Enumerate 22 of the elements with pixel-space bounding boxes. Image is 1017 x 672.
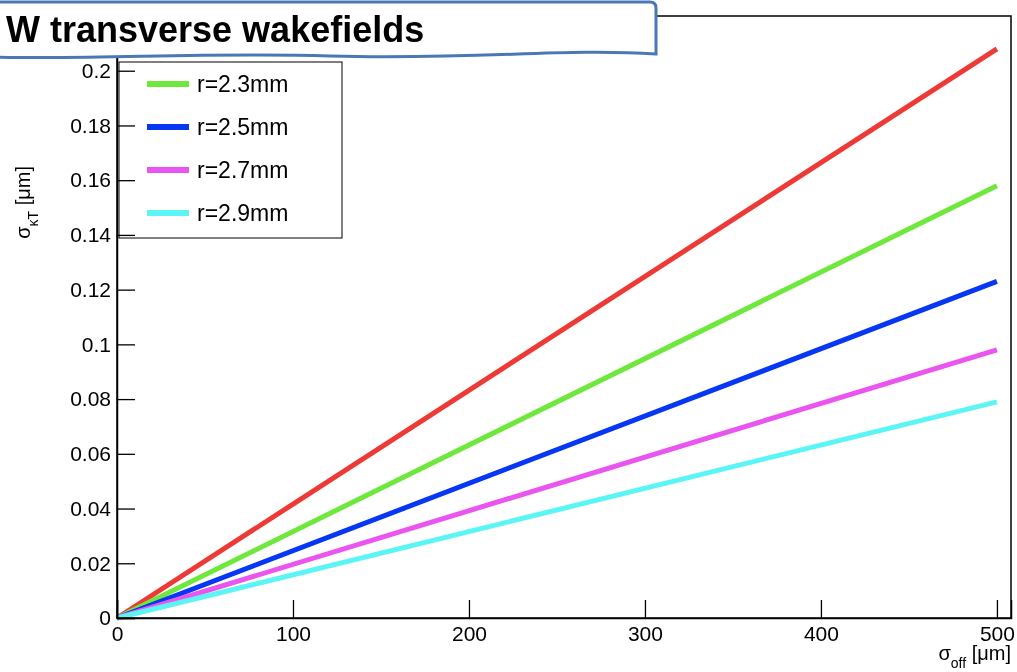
legend-label: r=2.7mm	[197, 157, 289, 183]
y-tick-label: 0.12	[70, 277, 111, 301]
x-tick-label: 300	[627, 621, 663, 645]
x-tick-label: 200	[451, 621, 487, 645]
x-tick-label: 500	[979, 621, 1015, 645]
y-tick-label: 0.16	[70, 168, 111, 192]
chart-title: W transverse wakefields	[6, 9, 425, 50]
y-tick-label: 0.1	[81, 332, 111, 356]
legend-label: r=2.3mm	[197, 71, 289, 97]
x-tick-label: 400	[803, 621, 839, 645]
y-tick-label: 0.06	[70, 442, 111, 466]
x-axis-title: σ$_{off}$ [μm]	[938, 642, 1011, 671]
y-tick-label: 0.2	[81, 58, 111, 82]
y-tick-label: 0.14	[70, 223, 112, 247]
legend-label: r=2.5mm	[197, 114, 289, 140]
y-tick-label: 0.02	[70, 551, 111, 575]
legend-label: r=2.9mm	[197, 200, 289, 226]
y-tick-label: 0.18	[70, 113, 111, 137]
y-tick-label: 0	[99, 606, 111, 630]
y-tick-label: 0.04	[70, 496, 112, 520]
y-tick-label: 0.08	[70, 387, 111, 411]
x-tick-label: 100	[275, 621, 312, 645]
